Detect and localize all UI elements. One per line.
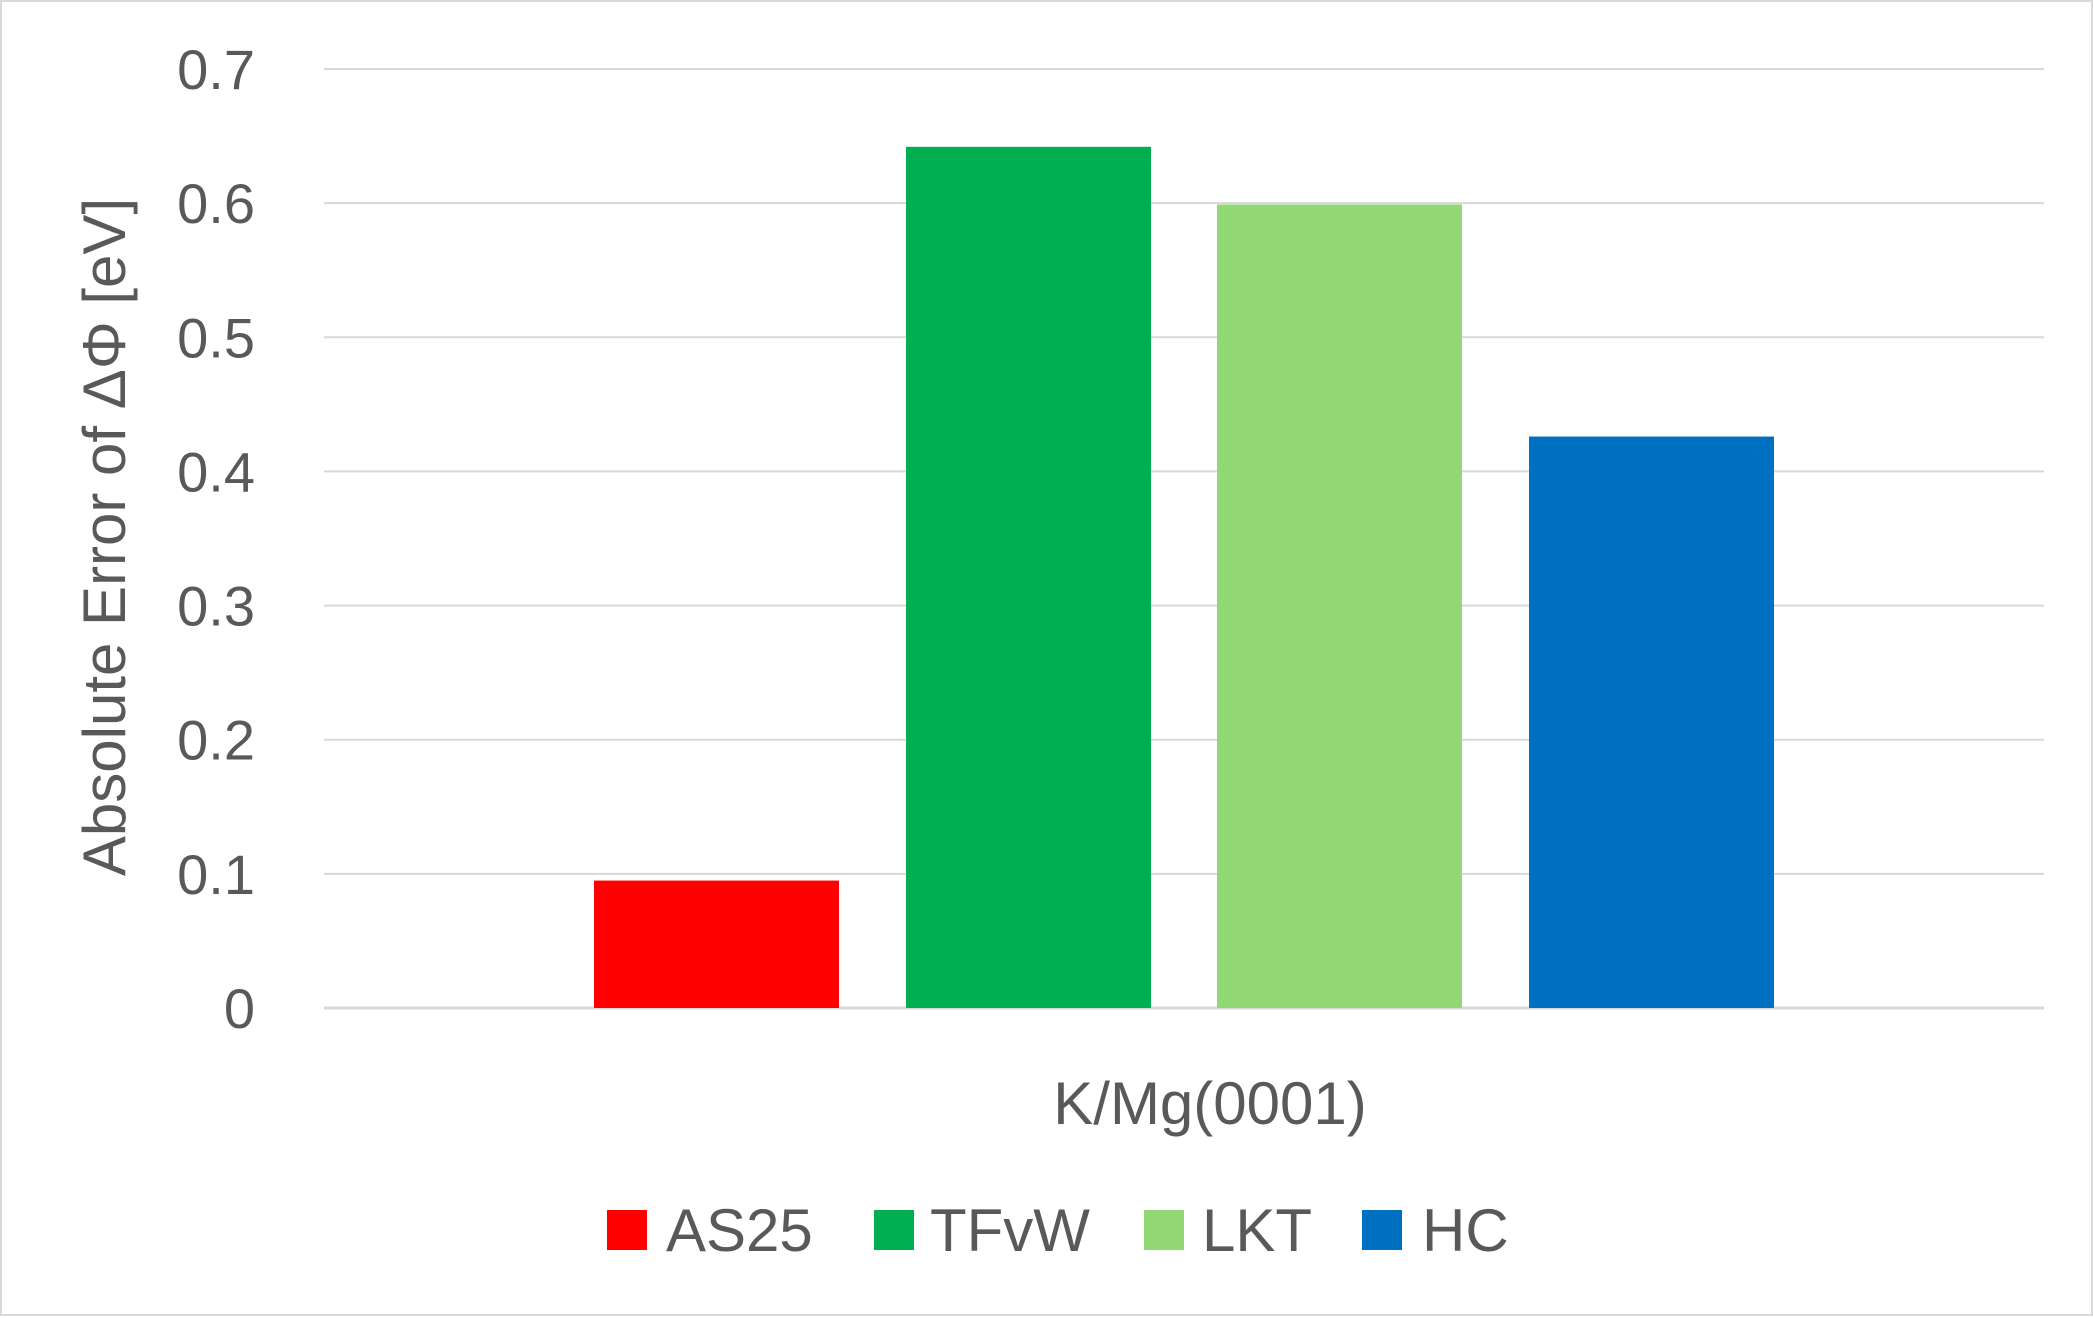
y-tick-label: 0.7: [177, 38, 255, 101]
legend-item-as25: AS25: [607, 1197, 813, 1264]
legend-item-hc: HC: [1362, 1197, 1509, 1264]
legend-label: AS25: [666, 1197, 813, 1264]
y-tick-label: 0.2: [177, 709, 255, 772]
legend: AS25 TFvW LKT HC: [607, 1197, 1509, 1264]
legend-swatch: [874, 1210, 914, 1250]
category-label: K/Mg(0001): [1053, 1070, 1366, 1137]
bar-tfvw: [906, 146, 1151, 1008]
legend-item-lkt: LKT: [1144, 1197, 1312, 1264]
legend-item-tfvw: TFvW: [874, 1197, 1090, 1264]
legend-label: LKT: [1202, 1197, 1312, 1264]
bar-as25: [594, 880, 839, 1008]
legend-swatch: [1144, 1210, 1184, 1250]
legend-swatch: [1362, 1210, 1402, 1250]
y-tick-label: 0.1: [177, 843, 255, 906]
bar-lkt: [1217, 204, 1462, 1009]
bars: [594, 146, 1774, 1009]
gridlines: [324, 68, 2044, 1010]
y-tick-label: 0.6: [177, 172, 255, 235]
y-tick-label: 0.3: [177, 575, 255, 638]
legend-label: HC: [1422, 1197, 1509, 1264]
y-axis-title: Absolute Error of ΔΦ [eV]: [71, 198, 138, 876]
y-tick-label: 0: [224, 977, 255, 1040]
x-axis: K/Mg(0001): [1053, 1070, 1366, 1137]
y-axis-tick-labels: 0 0.1 0.2 0.3 0.4 0.5 0.6 0.7: [177, 38, 255, 1040]
bar-hc: [1529, 436, 1774, 1009]
y-tick-label: 0.4: [177, 440, 255, 503]
legend-label: TFvW: [930, 1197, 1090, 1264]
y-tick-label: 0.5: [177, 306, 255, 369]
legend-swatch: [607, 1210, 647, 1250]
